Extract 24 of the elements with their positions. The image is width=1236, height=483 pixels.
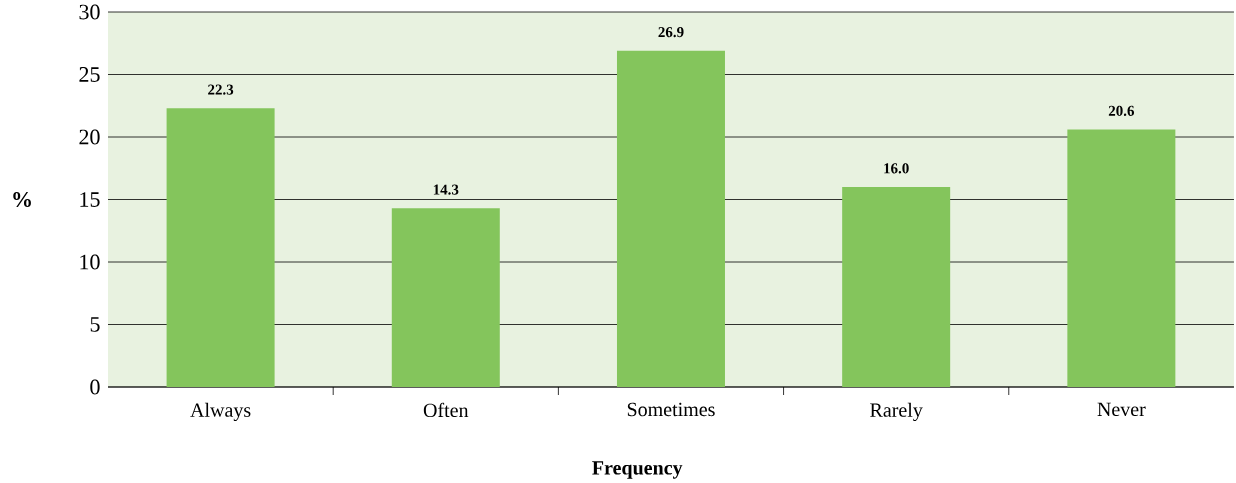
x-tick-label: Often [423,402,469,418]
x-tick-label: Rarely [870,402,923,421]
data-label: 16.0 [884,163,909,174]
bar [842,187,951,387]
y-tick-label: 25 [79,67,100,82]
bar [1067,129,1176,387]
y-tick-label: 10 [80,254,100,270]
y-tick-label: 15 [80,192,100,207]
x-tick-label: Always [190,402,251,421]
data-label: 26.9 [658,27,684,38]
y-tick-label: 30 [79,4,100,20]
x-tick-label: Sometimes [627,402,715,417]
x-tick-label: Never [1097,402,1146,417]
bar [391,208,500,387]
y-tick-label: 5 [90,317,100,332]
data-label: 14.3 [433,184,459,195]
data-label: 20.6 [1108,105,1135,116]
y-tick-label: 20 [79,129,100,145]
y-axis-title: % [13,192,31,207]
bar [616,50,725,387]
x-axis-title: Frequency [592,461,683,479]
bar [166,108,275,387]
y-tick-label: 0 [90,379,100,395]
data-label: 22.3 [208,84,234,95]
